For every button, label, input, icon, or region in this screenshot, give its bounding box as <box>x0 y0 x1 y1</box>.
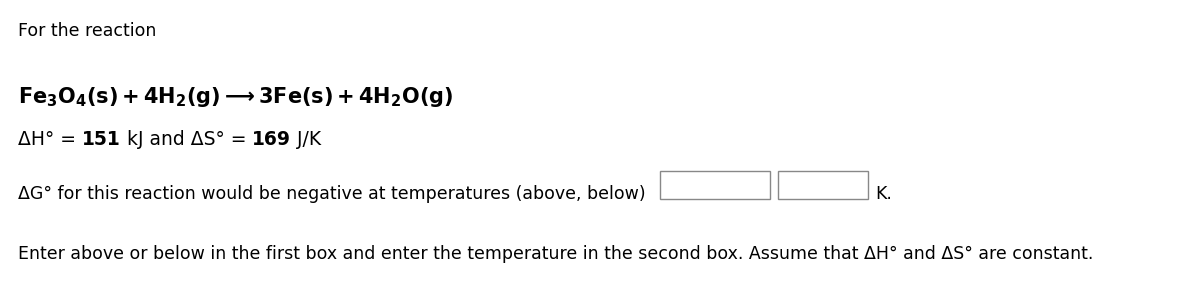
Text: $\mathbf{Fe_3O_4(s) + 4H_2(g){\longrightarrow}3Fe(s) + 4H_2O(g)}$: $\mathbf{Fe_3O_4(s) + 4H_2(g){\longright… <box>18 85 454 109</box>
Text: Enter above or below in the first box and enter the temperature in the second bo: Enter above or below in the first box an… <box>18 245 1093 263</box>
Bar <box>778 171 868 199</box>
Bar <box>660 171 770 199</box>
Text: K.: K. <box>875 185 892 203</box>
Text: J/K: J/K <box>292 130 322 149</box>
Text: kJ and ΔS° =: kJ and ΔS° = <box>121 130 252 149</box>
Text: 169: 169 <box>252 130 292 149</box>
Text: 151: 151 <box>82 130 121 149</box>
Text: ΔG° for this reaction would be negative at temperatures (above, below): ΔG° for this reaction would be negative … <box>18 185 646 203</box>
Text: For the reaction: For the reaction <box>18 22 156 40</box>
Text: ΔH° =: ΔH° = <box>18 130 82 149</box>
